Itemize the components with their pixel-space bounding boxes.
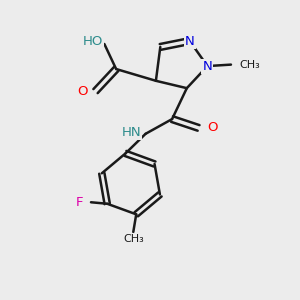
Text: CH₃: CH₃ (123, 234, 144, 244)
Text: O: O (77, 85, 87, 98)
Text: F: F (76, 196, 84, 209)
Text: O: O (207, 122, 217, 134)
Text: N: N (202, 60, 212, 73)
Text: CH₃: CH₃ (239, 60, 260, 70)
Text: HO: HO (82, 34, 103, 48)
Text: N: N (185, 34, 195, 48)
Text: HN: HN (122, 126, 141, 139)
